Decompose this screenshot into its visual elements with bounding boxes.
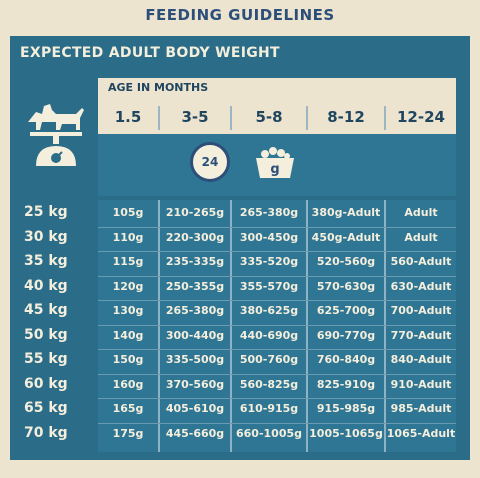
table-cell: 250-355g bbox=[165, 279, 225, 293]
table-cell: 165g bbox=[112, 402, 144, 415]
table-cell: 115g bbox=[112, 255, 144, 268]
table-cell: 1065-Adult bbox=[386, 426, 456, 440]
table-cell: 700-Adult bbox=[390, 304, 452, 317]
table-cell: 105g bbox=[112, 206, 144, 219]
table-cell: 300-440g bbox=[165, 328, 225, 342]
table-cell: 770-Adult bbox=[390, 328, 452, 342]
column-divider bbox=[384, 106, 386, 130]
table-cell: 570-630g bbox=[316, 279, 376, 293]
table-cell: 380-625g bbox=[239, 304, 299, 317]
row-divider bbox=[98, 373, 456, 375]
row-divider bbox=[98, 324, 456, 326]
bowl-label: g bbox=[270, 162, 279, 177]
table-cell: 140g bbox=[112, 328, 144, 342]
table-cell: 160g bbox=[112, 377, 144, 391]
row-divider bbox=[98, 349, 456, 350]
table-cell: Adult bbox=[404, 206, 438, 219]
table-cell: 335-520g bbox=[239, 255, 299, 268]
table-cell: 630-Adult bbox=[390, 279, 452, 293]
table-cell: 840-Adult bbox=[390, 353, 452, 366]
table-cell: 210-265g bbox=[165, 206, 225, 219]
table-cell: 175g bbox=[112, 426, 144, 440]
weight-label: 65 kg bbox=[24, 400, 68, 416]
table-cell: 405-610g bbox=[165, 402, 225, 415]
age-column-header: 3-5 bbox=[181, 108, 209, 126]
weight-label: 35 kg bbox=[24, 253, 68, 269]
row-divider bbox=[98, 300, 456, 301]
age-column-header: 8-12 bbox=[327, 108, 365, 126]
column-divider bbox=[230, 106, 232, 130]
table-cell: 440-690g bbox=[239, 328, 299, 342]
page-title: FEEDING GUIDELINES bbox=[145, 6, 335, 24]
weight-label: 30 kg bbox=[24, 228, 68, 245]
row-divider bbox=[98, 398, 456, 399]
weight-label: 45 kg bbox=[24, 302, 68, 318]
table-cell: 300-450g bbox=[239, 230, 299, 244]
age-column-header: 1.5 bbox=[114, 108, 142, 126]
table-cell: 825-910g bbox=[316, 377, 376, 391]
age-header bbox=[98, 78, 456, 134]
weight-label: 55 kg bbox=[24, 351, 68, 367]
table-cell: 445-660g bbox=[165, 426, 225, 440]
age-label: AGE IN MONTHS bbox=[108, 81, 209, 94]
column-divider bbox=[158, 200, 160, 452]
table-cell: 380g-Adult bbox=[311, 206, 381, 219]
table-cell: 150g bbox=[112, 353, 144, 366]
table-cell: 335-500g bbox=[165, 353, 225, 366]
row-divider bbox=[98, 251, 456, 252]
table-cell: 560-Adult bbox=[390, 255, 452, 268]
row-divider bbox=[98, 422, 456, 424]
table-cell: 1005-1065g bbox=[309, 426, 383, 440]
table-cell: 625-700g bbox=[316, 304, 376, 317]
weight-label: 70 kg bbox=[24, 424, 68, 441]
weight-label: 50 kg bbox=[24, 326, 68, 343]
table-cell: 690-770g bbox=[316, 328, 376, 342]
column-divider bbox=[158, 106, 160, 130]
row-divider bbox=[98, 275, 456, 277]
table-cell: 265-380g bbox=[239, 206, 299, 219]
table-cell: 910-Adult bbox=[390, 377, 452, 391]
table-cell: 220-300g bbox=[165, 230, 225, 244]
table-cell: 235-335g bbox=[165, 255, 225, 268]
table-cell: 500-760g bbox=[239, 353, 299, 366]
weight-label: 60 kg bbox=[24, 375, 68, 392]
table-cell: 450g-Adult bbox=[311, 230, 381, 244]
age-column-header: 5-8 bbox=[255, 108, 283, 126]
table-cell: 355-570g bbox=[239, 279, 299, 293]
table-cell: 915-985g bbox=[316, 402, 376, 415]
table-cell: 120g bbox=[112, 279, 144, 293]
food-bowl-icon: g bbox=[256, 147, 294, 178]
column-divider bbox=[306, 200, 308, 452]
table-cell: 265-380g bbox=[165, 304, 225, 317]
table-cell: 560-825g bbox=[239, 377, 299, 391]
feeding-table bbox=[98, 200, 456, 452]
table-cell: 610-915g bbox=[239, 402, 299, 415]
age-column-header: 12-24 bbox=[397, 108, 445, 126]
table-cell: 660-1005g bbox=[235, 426, 303, 440]
table-cell: Adult bbox=[404, 230, 438, 244]
row-divider bbox=[98, 226, 456, 228]
table-cell: 110g bbox=[112, 230, 144, 244]
table-cell: 520-560g bbox=[316, 255, 376, 268]
table-cell: 760-840g bbox=[316, 353, 376, 366]
column-divider bbox=[384, 200, 386, 452]
dog-on-scale-icon bbox=[28, 104, 84, 166]
weight-label: 40 kg bbox=[24, 277, 68, 294]
clock-icon: 24 bbox=[190, 142, 230, 182]
column-divider bbox=[230, 200, 232, 452]
table-cell: 985-Adult bbox=[390, 402, 452, 415]
weight-label: 25 kg bbox=[24, 204, 68, 220]
clock-value: 24 bbox=[201, 155, 219, 169]
column-divider bbox=[306, 106, 308, 130]
table-cell: 130g bbox=[112, 304, 144, 317]
table-cell: 370-560g bbox=[165, 377, 225, 391]
panel-heading: EXPECTED ADULT BODY WEIGHT bbox=[20, 45, 280, 61]
